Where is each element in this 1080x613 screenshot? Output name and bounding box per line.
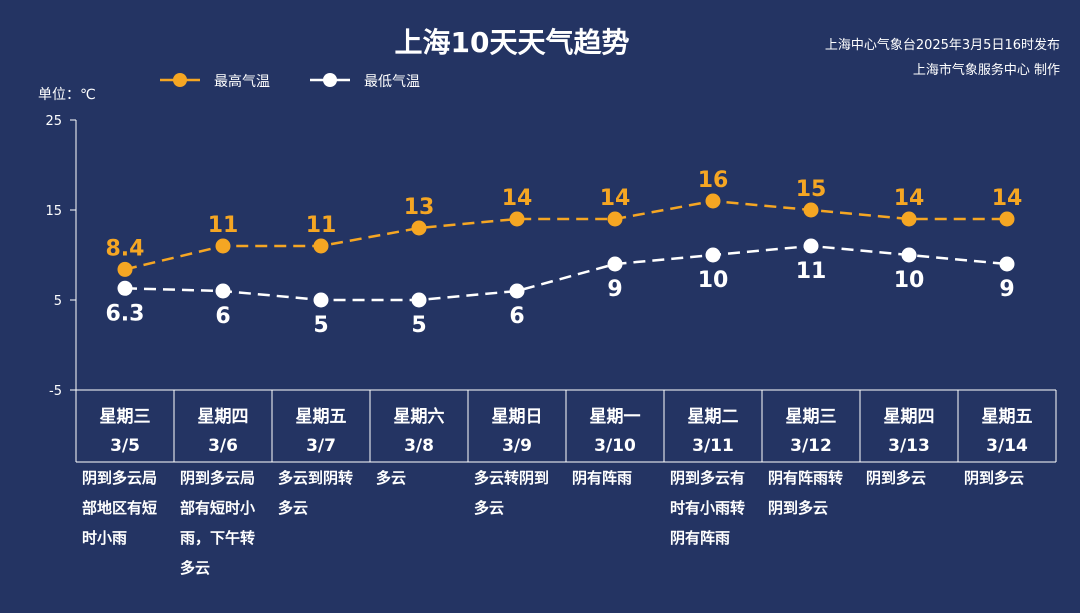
low-temp-value-label: 6 [215,304,230,329]
high-temp-point [509,211,525,227]
low-temp-point [509,283,525,299]
high-temp-point [999,211,1015,227]
legend-low-marker [323,73,337,87]
high-temp-point [607,211,623,227]
weekday-label: 星期五 [296,407,347,427]
low-temp-point [313,292,329,308]
low-temp-point [901,247,917,263]
high-temp-point [215,238,231,254]
high-temp-value-label: 11 [208,213,239,238]
y-tick-label: 5 [54,294,62,309]
weekday-label: 星期三 [786,407,837,427]
low-temp-line [124,244,1008,302]
high-temp-value-label: 13 [404,195,435,220]
high-temp-value-label: 11 [306,213,337,238]
high-temp-point [705,193,721,209]
weather-desc-line: 时小雨 [82,529,127,547]
date-label: 3/9 [502,436,532,456]
weekday-label: 星期六 [394,406,445,427]
legend-high-marker [173,73,187,87]
low-temp-value-label: 6 [509,304,524,329]
low-temp-point [999,256,1015,272]
date-label: 3/10 [594,436,636,456]
weekday-label: 星期五 [982,407,1033,427]
low-temp-point [215,283,231,299]
weather-desc-line: 时有小雨转 [670,499,745,517]
high-temp-point [901,211,917,227]
y-tick-label: -5 [49,384,62,399]
y-tick-label: 15 [45,204,62,219]
high-temp-line [124,199,1007,271]
weather-desc-line: 部有短时小 [180,499,255,517]
low-temp-value-label: 5 [313,313,328,338]
date-label: 3/12 [790,436,832,456]
low-temp-point [117,280,133,296]
high-temp-value-label: 14 [894,186,925,211]
weather-desc-line: 阴有阵雨 [572,469,632,487]
unit-label: 单位：℃ [38,87,96,103]
weekday-label: 星期四 [198,407,249,427]
low-temp-value-label: 11 [796,259,827,284]
date-label: 3/7 [306,436,336,456]
weather-desc-line: 阴到多云有 [670,469,745,487]
high-temp-value-label: 14 [502,186,533,211]
weather-desc-line: 阴到多云 [768,499,828,517]
weekday-label: 星期四 [884,407,935,427]
weather-desc-line: 阴到多云局 [180,469,255,487]
date-label: 3/6 [208,436,238,456]
high-temp-value-label: 14 [992,186,1023,211]
weather-desc-line: 阴到多云 [866,469,926,487]
weather-desc-line: 阴到多云 [964,469,1024,487]
high-temp-value-label: 15 [796,177,827,202]
high-temp-value-label: 14 [600,186,631,211]
date-label: 3/11 [692,436,734,456]
low-temp-point [607,256,623,272]
weather-desc-line: 多云到阴转 [278,469,353,487]
low-temp-point [411,292,427,308]
low-temp-value-label: 9 [607,277,622,302]
low-temp-value-label: 9 [999,277,1014,302]
weather-desc-line: 部地区有短 [82,499,157,517]
low-temp-point [803,238,819,254]
y-tick-label: 25 [45,114,62,129]
high-temp-point [117,261,133,277]
weekday-label: 星期一 [590,407,641,427]
date-label: 3/5 [110,436,140,456]
date-label: 3/8 [404,436,434,456]
series-lines [124,199,1008,302]
weather-desc-line: 多云 [376,469,406,487]
weekday-label: 星期日 [492,407,543,427]
low-temp-value-label: 6.3 [106,301,145,326]
weekday-label: 星期二 [688,407,739,427]
weather-desc-line: 雨，下午转 [180,529,255,547]
low-temp-point [705,247,721,263]
legend-high-label: 最高气温 [214,73,270,90]
high-temp-point [803,202,819,218]
chart-title: 上海10天天气趋势 [395,26,630,59]
legend-low-label: 最低气温 [364,74,420,90]
weekday-label: 星期三 [100,407,151,427]
publisher-line-2: 上海市气象服务中心 制作 [913,62,1060,78]
weather-desc-line: 阴有阵雨转 [768,469,843,487]
high-temp-point [313,238,329,254]
high-temp-point [411,220,427,236]
weather-desc-line: 多云 [474,499,504,517]
low-temp-value-label: 10 [698,268,729,293]
series-points: 8.4 11 11 13 14 14 16 15 14 14 6.3 6 5 5 6 9 10 11 10 9 [106,168,1023,338]
high-temp-value-label: 16 [698,168,729,193]
legend: 最高气温 最低气温 [160,73,420,90]
low-temp-value-label: 10 [894,268,925,293]
weather-desc-line: 多云 [180,559,210,577]
high-temp-value-label: 8.4 [106,236,145,261]
date-label: 3/14 [986,436,1028,456]
weather-desc-line: 多云转阴到 [474,469,549,487]
weather-desc-line: 阴有阵雨 [670,529,730,547]
weather-desc-line: 阴到多云局 [82,469,157,487]
publisher-line-1: 上海中心气象台2025年3月5日16时发布 [825,37,1060,53]
weather-desc-line: 多云 [278,499,308,517]
low-temp-value-label: 5 [411,313,426,338]
date-label: 3/13 [888,436,930,456]
